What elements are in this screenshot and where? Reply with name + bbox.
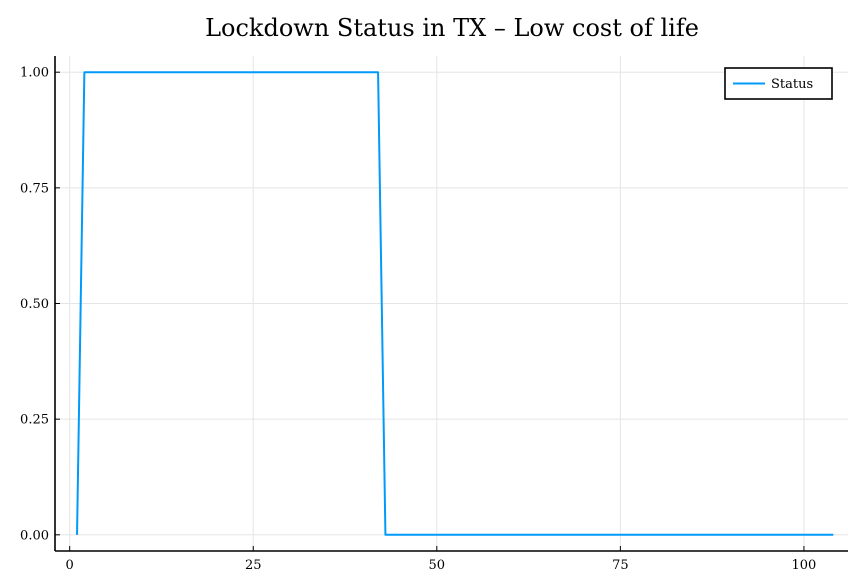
x-tick-label: 75 — [612, 558, 629, 573]
axes — [54, 56, 848, 552]
grid — [55, 56, 848, 551]
chart-title: Lockdown Status in TX – Low cost of life — [205, 14, 699, 42]
y-tick-label: 0.00 — [20, 528, 49, 543]
y-tick-label: 0.75 — [20, 181, 49, 196]
y-tick-label: 0.50 — [20, 297, 49, 312]
x-tick-label: 25 — [245, 558, 262, 573]
y-tick-label: 1.00 — [20, 66, 49, 81]
x-tick-label: 0 — [66, 558, 74, 573]
y-tick-label: 0.25 — [20, 413, 49, 428]
legend-label: Status — [771, 77, 813, 92]
legend: Status — [724, 67, 833, 100]
x-tick-label: 50 — [429, 558, 446, 573]
x-tick-label: 100 — [792, 558, 817, 573]
series-layer — [76, 71, 834, 536]
series-line-status — [76, 71, 834, 536]
tick-labels: 0 25 50 75 100 0.00 0.25 0.50 0.75 1.00 — [20, 66, 816, 573]
